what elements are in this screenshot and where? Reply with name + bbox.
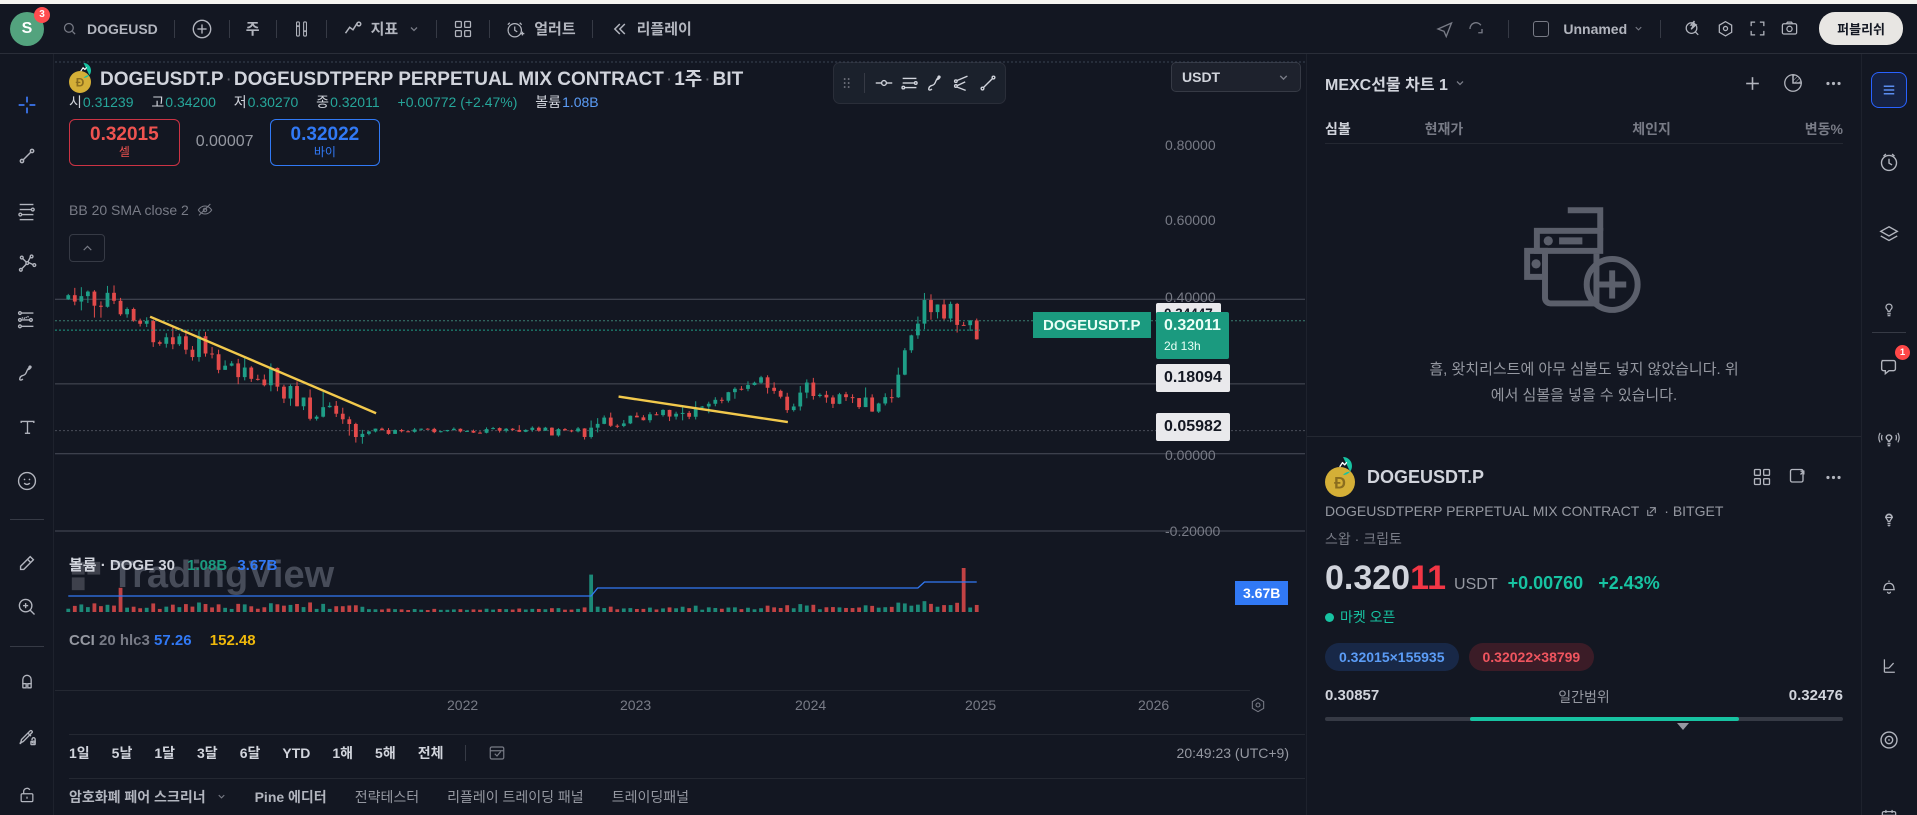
svg-text:Ð: Ð bbox=[1334, 474, 1346, 492]
